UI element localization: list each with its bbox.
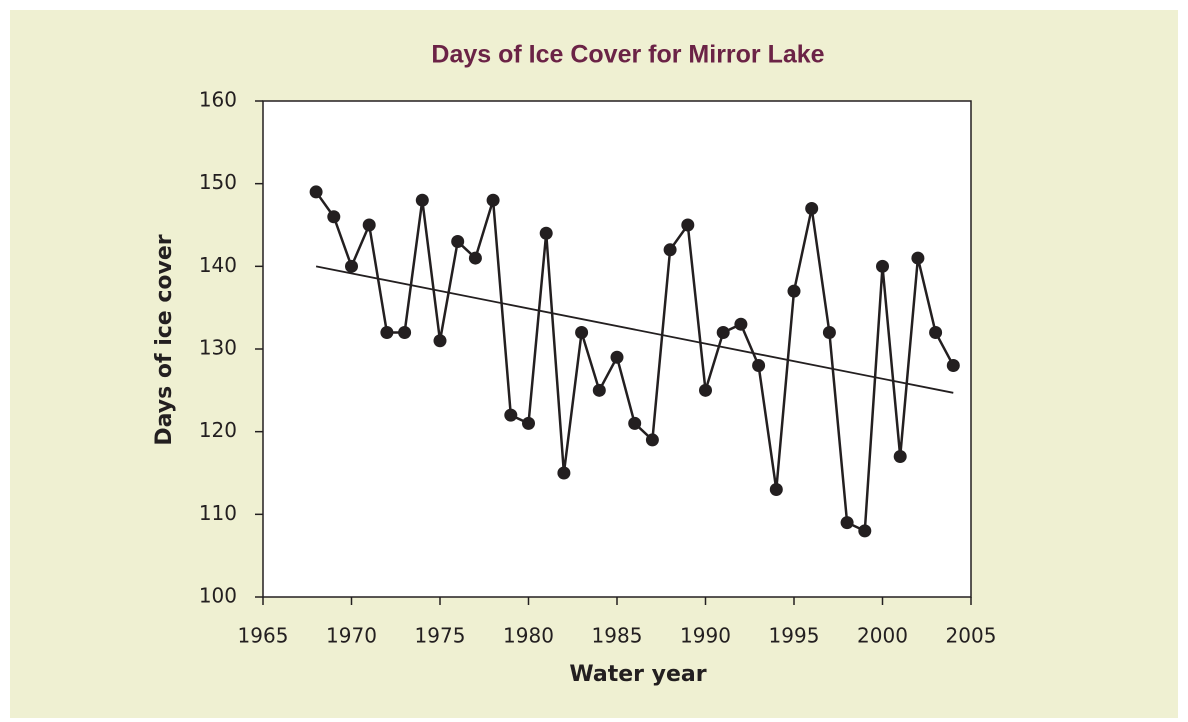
data-point [504,408,518,422]
data-point [893,449,907,463]
data-point [911,251,925,265]
data-point [327,210,341,224]
data-point [522,416,535,430]
data-point [734,317,748,331]
data-point [557,466,571,480]
trend-line [315,265,954,394]
data-point [822,325,836,339]
x-tick-label: 1980 [503,624,554,648]
data-point [345,259,358,273]
data-point [876,259,889,273]
data-point [663,243,677,257]
x-axis-label: Water year [569,662,706,687]
y-tick-label: 140 [199,253,237,277]
x-tick-label: 1985 [592,624,643,648]
data-point [699,383,712,397]
x-tick-label: 1995 [769,624,820,648]
x-tick-label: 1970 [326,624,377,648]
data-point [575,325,589,339]
data-point [486,193,500,207]
y-tick-label: 160 [199,88,237,112]
y-tick-label: 150 [199,170,237,194]
data-point [681,218,695,232]
x-tick-label: 1990 [680,624,731,648]
data-point [309,185,323,199]
y-tick-label: 100 [199,584,237,608]
data-point [415,193,429,207]
data-point [451,235,465,249]
data-point [433,334,447,348]
data-point [610,350,624,364]
y-axis-label: Days of ice cover [152,234,177,445]
x-tick-label: 2000 [857,624,908,648]
data-point [752,359,766,373]
x-tick-label: 2005 [946,624,997,648]
data-point [362,218,376,232]
data-point [380,325,394,339]
data-point [468,251,482,265]
data-point [769,483,783,497]
data-point [840,516,854,530]
data-point [645,433,659,447]
data-point [716,325,730,339]
x-tick-label: 1975 [415,624,466,648]
data-point [858,524,872,538]
data-point [398,325,412,339]
data-point [539,226,553,240]
y-tick-label: 120 [199,418,237,442]
plot-area [262,100,972,598]
x-tick-label: 1965 [238,624,289,648]
data-point [946,359,960,373]
chart-title: Days of Ice Cover for Mirror Lake [431,41,824,69]
data-point [805,201,819,215]
data-point [929,325,943,339]
data-point [592,383,606,397]
data-point [787,284,801,298]
y-tick-label: 110 [199,501,237,525]
y-tick-label: 130 [199,336,237,360]
data-point [628,416,642,430]
